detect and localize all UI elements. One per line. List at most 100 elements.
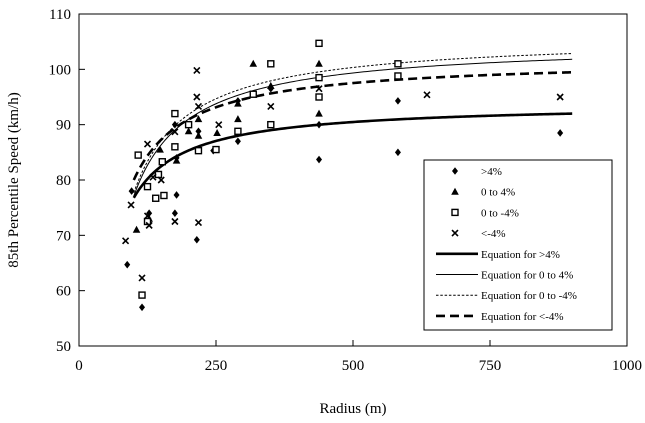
data-point-x bbox=[215, 121, 223, 129]
data-point-x bbox=[556, 93, 564, 101]
data-point-square bbox=[154, 170, 163, 179]
data-point-x bbox=[193, 66, 201, 75]
legend-label: Equation for 0 to -4% bbox=[481, 290, 577, 302]
data-point-diamond bbox=[124, 260, 131, 269]
data-point-diamond bbox=[193, 235, 200, 244]
x-tick-label: 250 bbox=[205, 358, 228, 374]
data-point-triangle bbox=[315, 109, 323, 117]
data-point-square bbox=[212, 145, 220, 154]
data-point-x bbox=[122, 237, 130, 245]
data-point-diamond bbox=[394, 148, 401, 157]
data-point-square bbox=[160, 191, 168, 200]
x-tick-label: 750 bbox=[479, 358, 502, 374]
data-point-diamond bbox=[234, 137, 241, 146]
y-tick-label: 90 bbox=[56, 118, 71, 134]
data-point-x bbox=[149, 173, 157, 181]
data-point-square bbox=[171, 143, 179, 151]
data-point-triangle bbox=[156, 145, 164, 153]
data-point-x bbox=[157, 176, 165, 184]
legend-label: Equation for <-4% bbox=[481, 311, 564, 323]
data-point-diamond bbox=[171, 209, 178, 217]
data-point-square bbox=[394, 72, 402, 80]
y-tick-label: 80 bbox=[56, 173, 71, 189]
data-point-diamond bbox=[171, 120, 178, 129]
curve-thick-solid bbox=[132, 112, 573, 199]
data-point-diamond bbox=[394, 97, 401, 105]
data-point-square bbox=[194, 146, 203, 155]
data-point-triangle bbox=[234, 115, 242, 123]
data-point-square bbox=[158, 158, 166, 166]
data-point-square bbox=[249, 90, 257, 98]
y-tick-label: 100 bbox=[49, 62, 72, 78]
x-axis-title: Radius (m) bbox=[319, 401, 386, 417]
data-point-x bbox=[423, 91, 431, 99]
data-point-triangle bbox=[172, 156, 181, 164]
y-tick-label: 60 bbox=[56, 284, 71, 300]
x-axis-ticks: 0 250 500 750 1000 bbox=[75, 340, 642, 374]
data-point-square bbox=[267, 60, 275, 68]
data-point-triangle bbox=[249, 59, 258, 67]
data-point-triangle bbox=[184, 127, 193, 135]
data-point-x bbox=[315, 85, 323, 93]
data-point-square bbox=[315, 39, 323, 48]
legend-box bbox=[423, 159, 613, 331]
legend-label: Equation for 0 to 4% bbox=[481, 270, 573, 282]
data-point-triangle bbox=[194, 115, 203, 123]
data-point-square bbox=[143, 182, 152, 191]
data-point-square bbox=[184, 120, 193, 129]
data-point-square bbox=[152, 194, 160, 202]
data-point-square bbox=[315, 93, 323, 101]
data-point-diamond bbox=[139, 303, 146, 312]
data-point-diamond bbox=[557, 129, 564, 137]
data-point-diamond bbox=[316, 120, 323, 129]
data-point-x bbox=[127, 201, 135, 209]
data-point-x bbox=[193, 93, 201, 101]
legend-symbol-diamond bbox=[452, 167, 458, 175]
legend-symbol-x bbox=[451, 229, 459, 237]
curve-thin-solid bbox=[133, 58, 573, 197]
data-point-x bbox=[143, 140, 152, 148]
data-point-triangle bbox=[194, 131, 203, 139]
data-point-x bbox=[138, 274, 146, 282]
legend-label: 0 to 4% bbox=[481, 187, 515, 199]
data-point-x bbox=[194, 219, 203, 227]
data-point-square bbox=[315, 73, 323, 82]
data-point-diamond bbox=[316, 155, 323, 164]
legend-label: Equation for >4% bbox=[481, 249, 560, 261]
data-point-square bbox=[134, 151, 142, 159]
data-point-diamond bbox=[128, 187, 135, 195]
curve-thick-dashed bbox=[132, 70, 573, 181]
data-point-square bbox=[138, 291, 146, 299]
legend-symbol-triangle bbox=[451, 187, 459, 195]
data-points bbox=[122, 39, 564, 312]
data-point-square bbox=[394, 60, 402, 68]
data-point-x bbox=[145, 221, 153, 229]
data-point-triangle bbox=[267, 81, 275, 89]
x-tick-label: 500 bbox=[342, 358, 365, 374]
y-axis-ticks: 50 60 70 80 90 100 110 bbox=[49, 7, 85, 355]
y-tick-label: 50 bbox=[56, 339, 71, 355]
legend: >4% 0 to 4% 0 to -4% <-4% Equation for >4% Eq… bbox=[423, 159, 613, 331]
data-point-diamond bbox=[195, 127, 202, 136]
data-point-x bbox=[143, 212, 152, 220]
y-tick-label: 70 bbox=[56, 228, 71, 244]
data-point-square bbox=[171, 109, 179, 118]
y-tick-label: 110 bbox=[49, 7, 71, 23]
data-point-x bbox=[171, 128, 179, 136]
legend-label: >4% bbox=[481, 166, 502, 178]
legend-label: 0 to -4% bbox=[481, 207, 519, 219]
fitted-curves bbox=[132, 53, 573, 199]
data-point-diamond bbox=[173, 191, 180, 199]
data-point-square bbox=[267, 120, 275, 129]
data-point-x bbox=[267, 102, 275, 110]
data-point-square bbox=[234, 127, 242, 136]
legend-label: <-4% bbox=[481, 228, 506, 240]
data-point-triangle bbox=[234, 99, 242, 107]
x-tick-label: 0 bbox=[75, 358, 83, 374]
data-point-x bbox=[171, 217, 179, 226]
data-point-triangle bbox=[213, 128, 221, 136]
legend-symbol-square bbox=[451, 208, 459, 217]
x-tick-label: 1000 bbox=[612, 358, 642, 374]
data-point-x bbox=[194, 102, 203, 110]
